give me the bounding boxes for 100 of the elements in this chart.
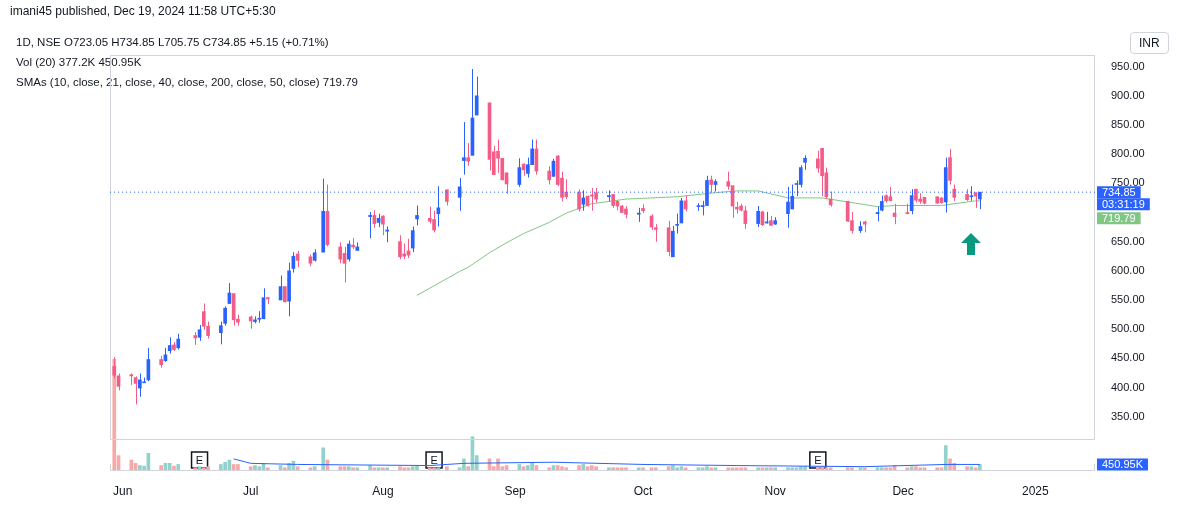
- x-tick-label: Dec: [892, 483, 914, 498]
- bar: [338, 466, 343, 470]
- annotation: E: [195, 454, 204, 467]
- bar: [734, 467, 739, 470]
- bar: [918, 467, 922, 470]
- bar: [671, 465, 675, 470]
- bar: [973, 467, 978, 470]
- bar: [206, 466, 210, 470]
- y-tick-label: 600.00: [1111, 263, 1145, 276]
- bar: [253, 465, 257, 470]
- bar: [773, 467, 778, 470]
- bar: [283, 467, 287, 470]
- bar: [769, 467, 773, 470]
- annotation: E: [430, 454, 438, 467]
- x-tick-label: Jul: [243, 483, 259, 498]
- bar: [675, 467, 679, 470]
- bar: [653, 467, 658, 470]
- bar: [564, 467, 569, 470]
- bar: [824, 467, 829, 470]
- x-tick-label: Jun: [113, 483, 133, 498]
- chart-title: 1D, NSE O723.05 H734.85 L705.75 C734.85 +5.15 (+0.71%): [16, 36, 329, 48]
- candlestick: [769, 215, 773, 227]
- bar: [624, 467, 628, 470]
- y-tick-label: 650.00: [1111, 234, 1145, 247]
- y-tick-label: 500.00: [1111, 322, 1145, 335]
- bar: [581, 464, 586, 470]
- bar: [590, 465, 594, 470]
- bar: [649, 467, 654, 470]
- bar: [875, 467, 880, 470]
- bar: [432, 467, 436, 470]
- bar: [786, 467, 790, 470]
- bar: [376, 467, 381, 470]
- x-tick-label: Oct: [633, 483, 654, 498]
- y-axis-title: INR: [1130, 32, 1169, 54]
- bar: [197, 466, 202, 470]
- y-tick-label: 850.00: [1111, 118, 1145, 131]
- bar: [794, 467, 799, 470]
- bar: [922, 467, 927, 470]
- bar: [713, 467, 718, 470]
- bar: [138, 465, 142, 470]
- bar: [402, 467, 407, 470]
- bar: [372, 467, 377, 470]
- x-tick-label: 2025: [1021, 483, 1049, 498]
- bar: [594, 466, 598, 470]
- bar: [619, 467, 624, 470]
- annotation: E: [814, 454, 822, 467]
- bar: [577, 465, 581, 470]
- bar: [248, 466, 253, 470]
- bar: [129, 459, 134, 470]
- bar: [547, 467, 552, 470]
- bar: [560, 466, 564, 470]
- bar: [858, 467, 863, 470]
- bar: [879, 467, 884, 470]
- y-tick-label: 550.00: [1111, 293, 1145, 306]
- bar: [739, 467, 743, 470]
- y-tick-label: 350.00: [1111, 409, 1145, 422]
- bar: [555, 465, 560, 470]
- bar: [845, 467, 850, 470]
- bar: [828, 467, 833, 470]
- bar: [705, 466, 709, 470]
- bar: [466, 466, 471, 470]
- y-tick-label: 950.00: [1111, 59, 1145, 72]
- bar: [679, 466, 684, 470]
- bar: [172, 465, 176, 470]
- bar: [607, 467, 611, 470]
- bar: [406, 467, 411, 470]
- candlestick: [675, 213, 679, 234]
- bar: [862, 467, 867, 470]
- bar: [666, 466, 671, 470]
- bar: [909, 466, 914, 470]
- bar: [321, 447, 326, 470]
- bar: [342, 466, 347, 470]
- bar: [193, 467, 198, 470]
- bar: [948, 458, 952, 470]
- x-tick-label: Sep: [504, 483, 527, 498]
- bar: [743, 467, 748, 470]
- candlestick: [462, 121, 466, 176]
- bar: [726, 467, 731, 470]
- bar: [257, 466, 262, 470]
- text: 450.95K: [1102, 458, 1144, 471]
- y-tick-label: 750.00: [1111, 176, 1145, 189]
- bar: [760, 467, 765, 470]
- text: 03:31:19: [1102, 198, 1145, 211]
- bar: [381, 467, 385, 470]
- bar: [219, 464, 223, 470]
- bar: [850, 467, 854, 470]
- bar: [265, 467, 270, 470]
- bar: [112, 359, 117, 470]
- x-tick-label: Nov: [764, 483, 786, 498]
- bar: [888, 467, 893, 470]
- bar: [615, 467, 620, 470]
- bar: [201, 467, 206, 470]
- bar: [790, 467, 795, 470]
- bar: [176, 464, 181, 470]
- bar: [978, 464, 982, 470]
- bar: [346, 466, 351, 470]
- bar: [905, 467, 910, 470]
- bar: [236, 464, 240, 470]
- bar: [427, 467, 432, 470]
- candlestick: [283, 286, 287, 303]
